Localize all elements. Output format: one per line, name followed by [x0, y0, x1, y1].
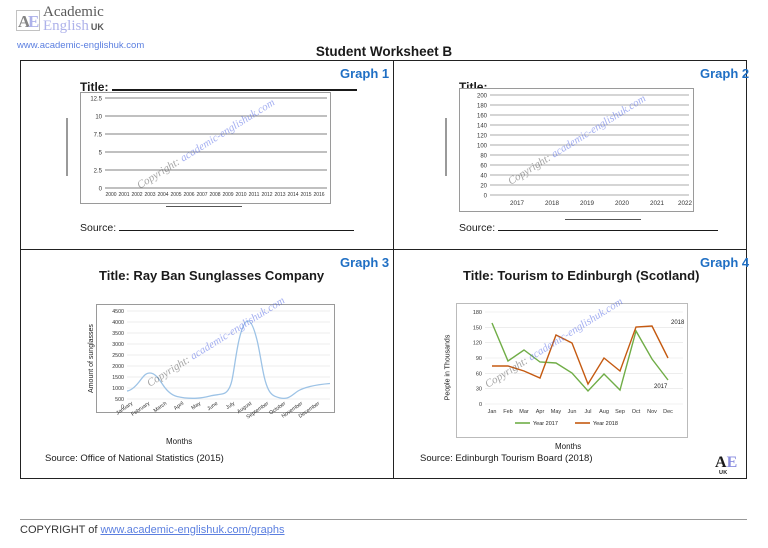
svg-text:2004: 2004 [157, 192, 168, 198]
svg-text:Dec: Dec [663, 409, 673, 415]
svg-text:2500: 2500 [112, 353, 124, 359]
svg-text:Oct: Oct [632, 409, 641, 415]
svg-text:2006: 2006 [183, 192, 194, 198]
svg-text:2016: 2016 [313, 192, 324, 198]
svg-text:Year 2018: Year 2018 [593, 421, 618, 427]
svg-text:150: 150 [473, 325, 482, 331]
svg-text:140: 140 [477, 124, 488, 130]
svg-text:100: 100 [477, 144, 488, 150]
svg-text:2003: 2003 [144, 192, 155, 198]
svg-text:Sep: Sep [615, 409, 625, 415]
svg-text:2017: 2017 [510, 200, 525, 207]
svg-text:Apr: Apr [536, 409, 545, 415]
svg-text:2010: 2010 [235, 192, 246, 198]
svg-text:2018: 2018 [545, 200, 560, 207]
svg-text:2013: 2013 [274, 192, 285, 198]
svg-text:2009: 2009 [222, 192, 233, 198]
svg-text:Mar: Mar [519, 409, 529, 415]
svg-text:5: 5 [99, 151, 103, 157]
svg-text:Jan: Jan [488, 409, 497, 415]
svg-text:120: 120 [473, 341, 482, 347]
svg-text:0: 0 [479, 402, 482, 408]
svg-text:2019: 2019 [580, 200, 595, 207]
svg-text:July: July [225, 401, 236, 412]
svg-text:1000: 1000 [112, 386, 124, 392]
svg-text:2011: 2011 [249, 192, 260, 198]
svg-text:180: 180 [477, 104, 488, 110]
svg-text:2012: 2012 [261, 192, 272, 198]
svg-text:3000: 3000 [112, 342, 124, 348]
svg-text:20: 20 [480, 184, 487, 190]
svg-text:Aug: Aug [599, 409, 609, 415]
svg-text:40: 40 [480, 174, 487, 180]
svg-text:30: 30 [476, 387, 482, 393]
svg-text:2002: 2002 [131, 192, 142, 198]
svg-text:2000: 2000 [105, 192, 116, 198]
svg-text:0: 0 [99, 187, 103, 193]
svg-text:June: June [206, 401, 219, 413]
svg-text:12.5: 12.5 [90, 97, 102, 103]
svg-text:May: May [551, 409, 562, 415]
svg-text:2015: 2015 [300, 192, 311, 198]
svg-text:90: 90 [476, 356, 482, 362]
svg-text:2014: 2014 [287, 192, 298, 198]
svg-text:180: 180 [473, 310, 482, 316]
svg-text:60: 60 [476, 371, 482, 377]
svg-text:2018: 2018 [671, 320, 685, 326]
svg-text:1500: 1500 [112, 375, 124, 381]
svg-text:Feb: Feb [503, 409, 512, 415]
svg-text:March: March [153, 401, 169, 414]
svg-text:2017: 2017 [654, 384, 668, 390]
svg-text:80: 80 [480, 154, 487, 160]
svg-text:Year 2017: Year 2017 [533, 421, 558, 427]
svg-text:0: 0 [484, 194, 488, 200]
svg-text:2005: 2005 [170, 192, 181, 198]
svg-text:2000: 2000 [112, 364, 124, 370]
svg-text:160: 160 [477, 114, 488, 120]
svg-text:60: 60 [480, 164, 487, 170]
svg-text:2020: 2020 [615, 200, 630, 207]
svg-text:10: 10 [95, 115, 102, 121]
svg-text:Jun: Jun [568, 409, 577, 415]
svg-text:3500: 3500 [112, 331, 124, 337]
svg-text:2008: 2008 [209, 192, 220, 198]
svg-text:Jul: Jul [584, 409, 591, 415]
svg-text:2007: 2007 [196, 192, 207, 198]
svg-text:120: 120 [477, 134, 488, 140]
svg-text:2021: 2021 [650, 200, 665, 207]
svg-text:500: 500 [115, 397, 124, 403]
svg-text:200: 200 [477, 94, 488, 100]
svg-text:4000: 4000 [112, 320, 124, 326]
svg-text:Nov: Nov [647, 409, 657, 415]
svg-text:2022: 2022 [678, 200, 693, 207]
svg-text:2.5: 2.5 [94, 169, 103, 175]
svg-text:2001: 2001 [118, 192, 129, 198]
svg-text:May: May [191, 401, 203, 412]
svg-text:7.5: 7.5 [94, 133, 103, 139]
svg-text:April: April [173, 401, 185, 412]
svg-text:4500: 4500 [112, 309, 124, 315]
